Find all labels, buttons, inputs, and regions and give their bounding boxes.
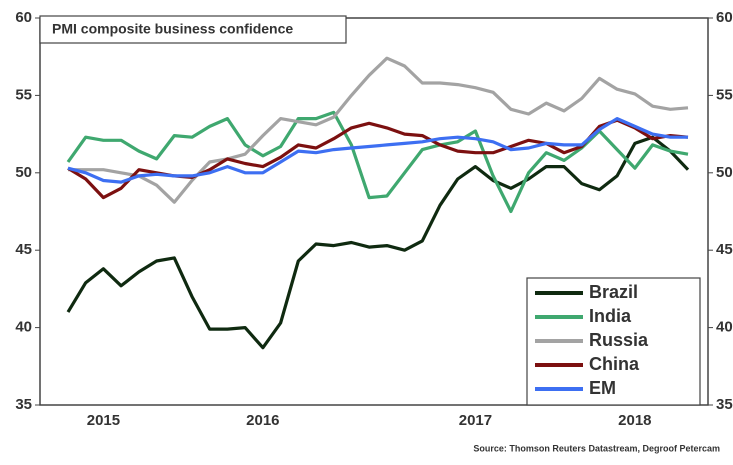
series-line [66,135,690,350]
plot-frame [39,17,709,406]
lines [66,56,690,350]
legend-label: EM [589,378,616,398]
x-tick-label: 2018 [618,412,651,429]
legend: Brazil India Russia China EM [526,277,701,406]
series-line [66,110,689,214]
series-line [68,56,689,204]
chart-title: PMI composite business confidence [52,21,293,37]
title-box [39,15,347,44]
x-tick-label: 2016 [246,412,279,429]
series-line [67,117,688,184]
y-tick-label: 40 [15,319,32,336]
y-tick-label: 60 [15,9,32,26]
y2-tick-label: 55 [716,86,733,103]
source-note: Source: Thomson Reuters Datastream, Degr… [473,443,720,453]
legend-label: Russia [589,330,649,350]
y2-tick-label: 40 [716,319,733,336]
y2-tick-label: 35 [716,396,733,413]
y-tick-label: 50 [15,164,32,181]
y-tick-label: 55 [15,86,32,103]
legend-label: Brazil [589,282,638,302]
y2-tick-label: 50 [716,164,733,181]
y-tick-label: 35 [15,396,32,413]
legend-label: China [589,354,640,374]
ticks: 35 40 45 50 55 60 35 40 45 50 55 60 2015 2016 2017 2018 [15,9,732,429]
y-tick-label: 45 [15,241,32,258]
x-tick-label: 2017 [459,412,492,429]
y2-tick-label: 45 [716,241,733,258]
legend-label: India [589,306,632,326]
y2-tick-label: 60 [716,9,733,26]
x-tick-label: 2015 [87,412,120,429]
